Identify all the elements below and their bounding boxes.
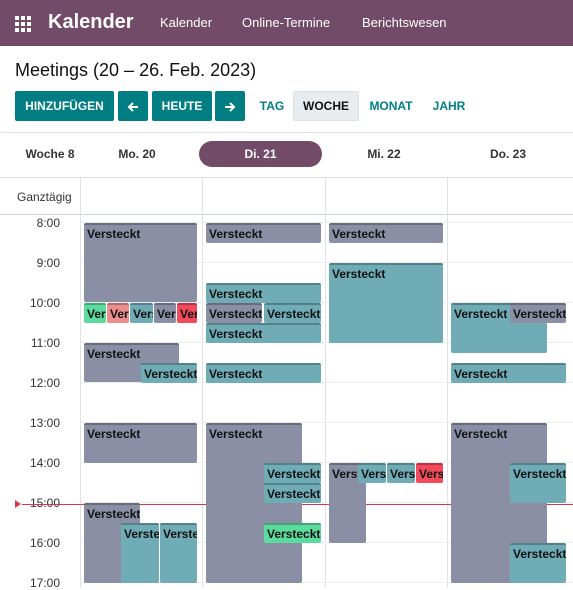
week-number: Woche 8 [25, 147, 75, 161]
grid-column-line [325, 178, 326, 588]
next-button[interactable] [215, 91, 245, 121]
time-label: 11:00 [30, 336, 60, 350]
calendar-event[interactable]: Versteckt [141, 363, 197, 383]
arrow-left-icon [127, 102, 138, 112]
calendar-event[interactable]: Versteckt [329, 263, 443, 343]
calendar-event[interactable]: Versteckt [451, 363, 566, 383]
calendar-event[interactable]: Versteckt [329, 223, 443, 243]
divider [0, 132, 573, 133]
grid-column-line [202, 178, 203, 588]
view-tab-year[interactable]: JAHR [432, 99, 466, 113]
calendar-event[interactable]: Versteckt [84, 223, 197, 302]
calendar-event[interactable]: Versteckt [206, 303, 262, 323]
calendar-event[interactable]: Versteckt [387, 463, 415, 483]
prev-button[interactable] [118, 91, 148, 121]
calendar-event[interactable]: Versteckt [510, 463, 566, 503]
calendar-event[interactable]: Versteckt [264, 483, 321, 503]
calendar-event[interactable]: Versteckt [358, 463, 386, 483]
calendar-event[interactable]: Versteckt [416, 463, 443, 483]
view-tab-week[interactable]: WOCHE [293, 91, 359, 121]
calendar-event[interactable]: Versteckt [206, 423, 302, 583]
calendar-event[interactable]: Versteckt [84, 303, 106, 323]
calendar-event[interactable]: Versteckt [264, 523, 321, 543]
menu-item-online-termine[interactable]: Online-Termine [242, 15, 331, 30]
day-header-mon[interactable]: Mo. 20 [118, 147, 156, 161]
day-header-tue-today[interactable]: Di. 21 [199, 141, 322, 167]
hour-grid-line [80, 262, 573, 263]
day-header-thu[interactable]: Do. 23 [489, 147, 526, 161]
time-label: 8:00 [36, 216, 60, 230]
calendar-event[interactable]: Versteckt [160, 523, 197, 583]
calendar-event[interactable]: Versteckt [264, 463, 321, 483]
grid-column-line [447, 178, 448, 588]
hour-grid-line [80, 462, 573, 463]
calendar-event[interactable]: Versteckt [206, 323, 321, 343]
apps-grid-icon[interactable] [15, 16, 31, 32]
hour-grid-line [80, 542, 573, 543]
time-label: 12:00 [29, 376, 60, 390]
calendar-event[interactable]: Versteckt [206, 363, 321, 383]
hour-grid-line [80, 502, 573, 503]
calendar-event[interactable]: Versteckt [130, 303, 153, 323]
grid-column-line [80, 178, 81, 588]
current-time-marker [15, 500, 21, 508]
calendar-event[interactable]: Versteckt [206, 223, 321, 243]
page-title: Meetings (20 – 26. Feb. 2023) [15, 60, 257, 80]
calendar-event[interactable]: Versteckt [84, 343, 179, 382]
calendar-event[interactable]: Versteckt [107, 303, 129, 323]
time-label: 10:00 [29, 296, 60, 310]
hour-grid-line [80, 222, 573, 223]
time-label: 16:00 [29, 536, 60, 550]
day-header-wed[interactable]: Mi. 22 [367, 147, 401, 161]
arrow-right-icon [225, 102, 236, 112]
time-label: 14:00 [29, 456, 60, 470]
divider [0, 214, 573, 215]
calendar-event[interactable]: Versteckt [510, 543, 566, 583]
calendar-event[interactable]: Versteckt [206, 283, 321, 303]
time-label: 9:00 [36, 256, 60, 270]
divider [0, 177, 573, 178]
calendar-event[interactable]: Versteckt [177, 303, 197, 323]
time-label: 13:00 [29, 416, 60, 430]
hour-grid-line [80, 582, 573, 583]
add-button[interactable]: HINZUFÜGEN [15, 91, 114, 121]
hour-grid-line [80, 342, 573, 343]
hour-grid-line [80, 422, 573, 423]
time-label: 15:00 [29, 496, 60, 510]
calendar-event[interactable]: Versteckt [451, 303, 547, 353]
calendar-event[interactable]: Versteckt [154, 303, 176, 323]
top-navbar: Kalender Kalender Online-Termine Bericht… [0, 0, 573, 46]
time-label: 17:00 [29, 576, 60, 590]
calendar-event[interactable]: Versteckt [84, 423, 197, 463]
hour-grid-line [80, 382, 573, 383]
view-tab-month[interactable]: MONAT [369, 99, 413, 113]
view-tab-day[interactable]: TAG [259, 99, 285, 113]
hour-grid-line [80, 302, 573, 303]
calendar-event[interactable]: Versteckt [121, 523, 159, 583]
calendar-event[interactable]: Versteckt [510, 303, 566, 323]
today-button[interactable]: HEUTE [152, 91, 212, 121]
menu-item-kalender[interactable]: Kalender [160, 15, 213, 30]
all-day-label: Ganztägig [17, 190, 72, 204]
calendar-event[interactable]: Versteckt [264, 303, 321, 323]
menu-item-berichtswesen[interactable]: Berichtswesen [362, 15, 447, 30]
app-title[interactable]: Kalender [48, 11, 134, 33]
